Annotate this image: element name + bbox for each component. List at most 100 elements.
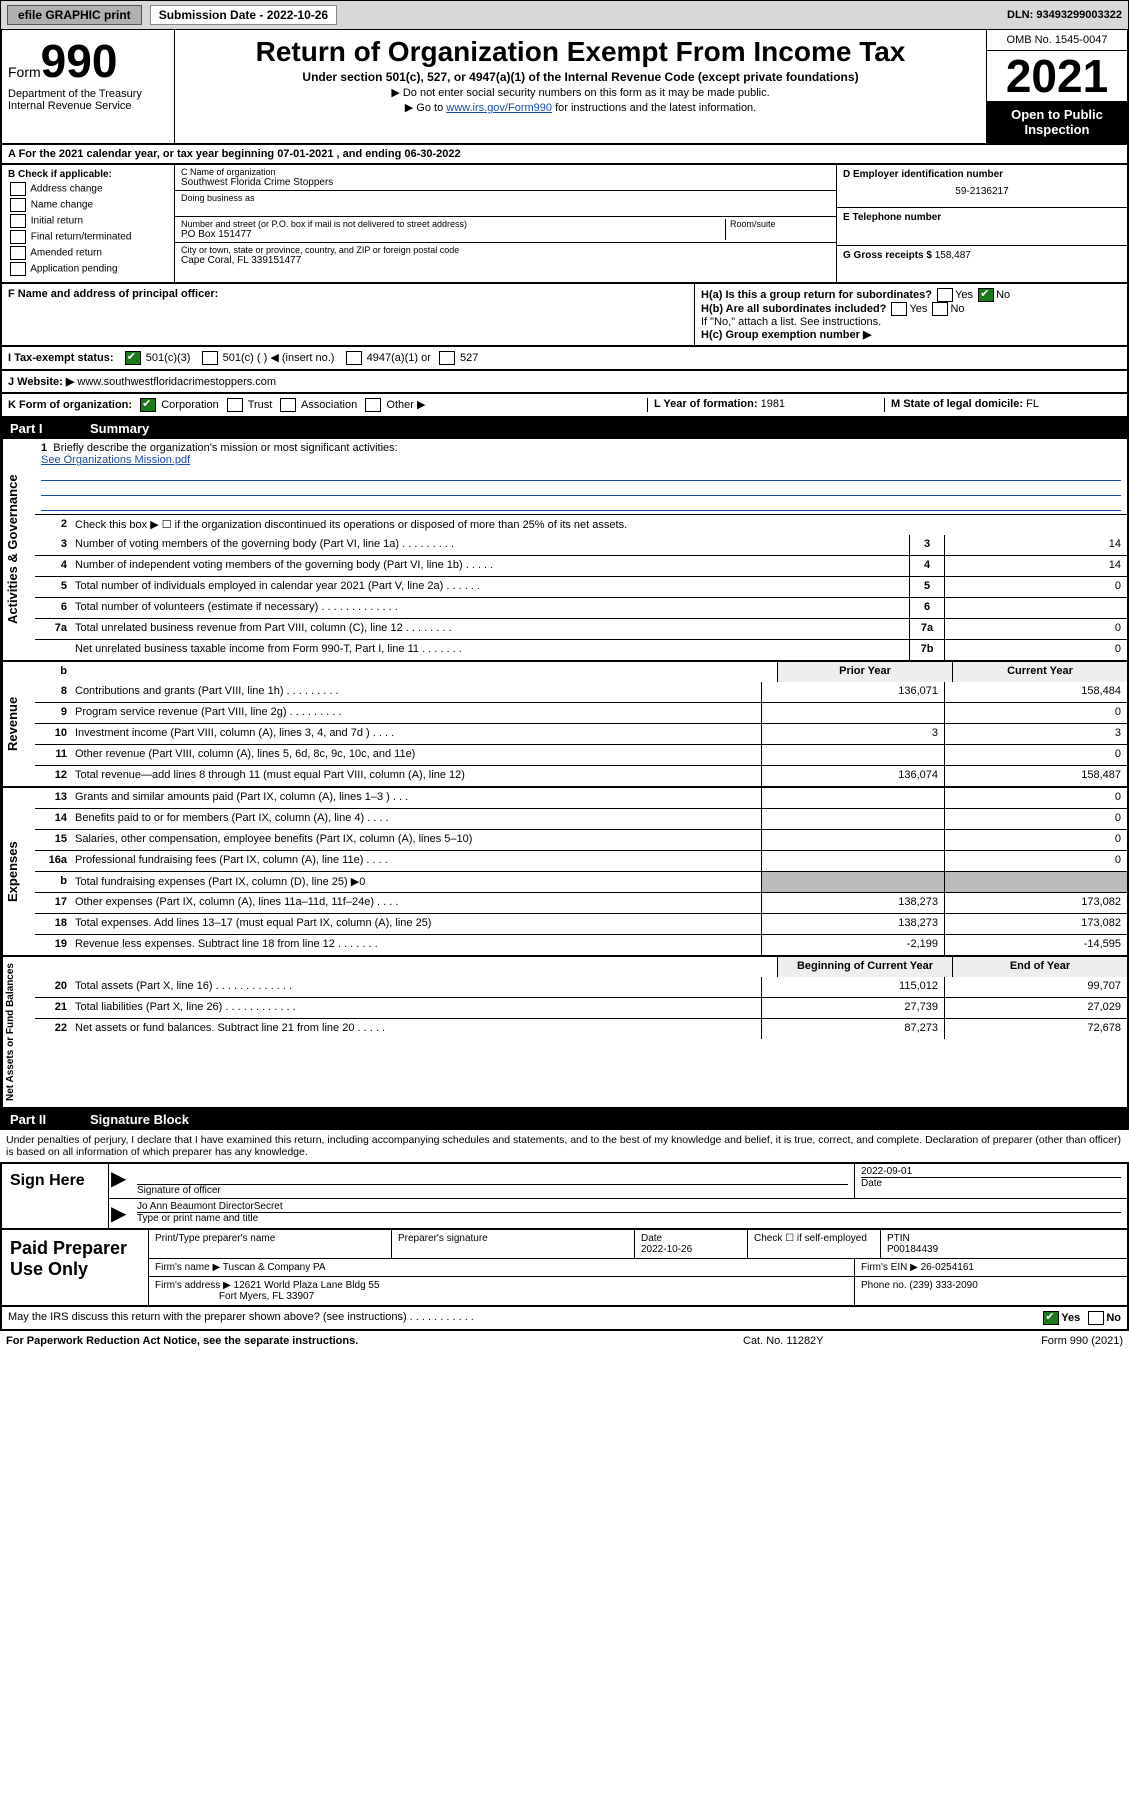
open-to-public: Open to Public Inspection — [987, 101, 1127, 143]
irs-link[interactable]: www.irs.gov/Form990 — [446, 102, 552, 114]
row-k-form-org: K Form of organization: Corporation Trus… — [0, 394, 1129, 418]
chk-501c3[interactable] — [125, 351, 141, 365]
ha-yes[interactable] — [937, 288, 953, 302]
chk-corporation[interactable] — [140, 398, 156, 412]
vtab-governance: Activities & Governance — [2, 439, 35, 660]
org-info-block: B Check if applicable: Address change Na… — [0, 165, 1129, 284]
prep-self-employed: Check ☐ if self-employed — [748, 1230, 881, 1258]
page-footer: For Paperwork Reduction Act Notice, see … — [0, 1331, 1129, 1351]
dba-label: Doing business as — [181, 193, 830, 203]
mission-pdf-link[interactable]: See Organizations Mission.pdf — [41, 454, 190, 466]
state-domicile: FL — [1026, 398, 1039, 410]
summary-governance: Activities & Governance 1 Briefly descri… — [0, 439, 1129, 662]
table-row: 9Program service revenue (Part VIII, lin… — [35, 702, 1127, 723]
j-label: J Website: ▶ — [8, 376, 74, 388]
chk-501c[interactable] — [202, 351, 218, 365]
org-city: Cape Coral, FL 339151477 — [181, 255, 830, 266]
hb-note: If "No," attach a list. See instructions… — [701, 316, 1121, 328]
tel-label: E Telephone number — [843, 212, 941, 223]
table-row: 4Number of independent voting members of… — [35, 555, 1127, 576]
discuss-row: May the IRS discuss this return with the… — [0, 1307, 1129, 1331]
ein-value: 59-2136217 — [843, 180, 1121, 203]
form-word: Form — [8, 64, 41, 80]
discuss-no[interactable] — [1088, 1311, 1104, 1325]
summary-revenue: Revenue b Prior Year Current Year 8Contr… — [0, 662, 1129, 788]
table-row: 18Total expenses. Add lines 13–17 (must … — [35, 913, 1127, 934]
firm-addr-label: Firm's address ▶ — [155, 1280, 231, 1291]
discuss-yes[interactable] — [1043, 1311, 1059, 1325]
sig-date-value: 2022-09-01 — [861, 1166, 1121, 1177]
ptin-value: P00184439 — [887, 1244, 938, 1255]
org-name: Southwest Florida Crime Stoppers — [181, 177, 830, 188]
dept-treasury: Department of the Treasury — [8, 88, 168, 100]
chk-final-return[interactable]: Final return/terminated — [8, 230, 168, 244]
col-current-year: Current Year — [952, 662, 1127, 682]
table-row: 17Other expenses (Part IX, column (A), l… — [35, 892, 1127, 913]
chk-initial-return[interactable]: Initial return — [8, 214, 168, 228]
table-row: 8Contributions and grants (Part VIII, li… — [35, 682, 1127, 702]
row-f-h: F Name and address of principal officer:… — [0, 284, 1129, 347]
officer-name-label: Type or print name and title — [137, 1212, 1121, 1224]
chk-address-change[interactable]: Address change — [8, 182, 168, 196]
discuss-text: May the IRS discuss this return with the… — [8, 1311, 1041, 1325]
cat-no: Cat. No. 11282Y — [743, 1335, 943, 1347]
row-i-tax-status: I Tax-exempt status: 501(c)(3) 501(c) ( … — [0, 347, 1129, 371]
table-row: 21Total liabilities (Part X, line 26) . … — [35, 997, 1127, 1018]
table-row: 14Benefits paid to or for members (Part … — [35, 808, 1127, 829]
hb-yes[interactable] — [891, 302, 907, 316]
table-row: 5Total number of individuals employed in… — [35, 576, 1127, 597]
firm-name-label: Firm's name ▶ — [155, 1262, 220, 1273]
table-row: 20Total assets (Part X, line 16) . . . .… — [35, 977, 1127, 997]
chk-4947[interactable] — [346, 351, 362, 365]
table-row: 10Investment income (Part VIII, column (… — [35, 723, 1127, 744]
table-row: 15Salaries, other compensation, employee… — [35, 829, 1127, 850]
sign-here-block: Sign Here ▶ Signature of officer 2022-09… — [0, 1162, 1129, 1230]
chk-application-pending[interactable]: Application pending — [8, 262, 168, 276]
form-subtitle: Under section 501(c), 527, or 4947(a)(1)… — [181, 70, 980, 84]
ein-label: D Employer identification number — [843, 169, 1003, 180]
vtab-expenses: Expenses — [2, 788, 35, 955]
hb-no[interactable] — [932, 302, 948, 316]
chk-amended-return[interactable]: Amended return — [8, 246, 168, 260]
dln: DLN: 93493299003322 — [1007, 9, 1122, 21]
hb-label: H(b) Are all subordinates included? — [701, 303, 886, 315]
efile-badge: efile GRAPHIC print — [7, 5, 142, 25]
sig-intro: Under penalties of perjury, I declare th… — [0, 1130, 1129, 1162]
ha-no[interactable] — [978, 288, 994, 302]
hc-label: H(c) Group exemption number ▶ — [701, 329, 871, 341]
f-label: F Name and address of principal officer: — [8, 288, 218, 300]
table-row: Net unrelated business taxable income fr… — [35, 639, 1127, 660]
form-title: Return of Organization Exempt From Incom… — [181, 36, 980, 68]
chk-trust[interactable] — [227, 398, 243, 412]
tax-year: 2021 — [987, 51, 1127, 101]
row-a-tax-year: A For the 2021 calendar year, or tax yea… — [0, 145, 1129, 165]
prep-date-label: Date — [641, 1233, 662, 1244]
paid-preparer-block: Paid Preparer Use Only Print/Type prepar… — [0, 1230, 1129, 1307]
chk-527[interactable] — [439, 351, 455, 365]
l-label: L Year of formation: — [654, 398, 758, 410]
form-header: Form990 Department of the Treasury Inter… — [0, 30, 1129, 145]
phone-label: Phone no. — [861, 1280, 907, 1291]
m-label: M State of legal domicile: — [891, 398, 1023, 410]
vtab-net-assets: Net Assets or Fund Balances — [2, 957, 35, 1107]
chk-association[interactable] — [280, 398, 296, 412]
chk-other[interactable] — [365, 398, 381, 412]
sig-officer-label: Signature of officer — [137, 1184, 848, 1196]
chk-name-change[interactable]: Name change — [8, 198, 168, 212]
form-number: 990 — [41, 35, 118, 87]
table-row: 19Revenue less expenses. Subtract line 1… — [35, 934, 1127, 955]
phone-value: (239) 333-2090 — [909, 1280, 977, 1291]
city-label: City or town, state or province, country… — [181, 245, 830, 255]
col-de: D Employer identification number 59-2136… — [836, 165, 1127, 282]
firm-ein-label: Firm's EIN ▶ — [861, 1262, 918, 1273]
part1-header: Part ISummary — [0, 418, 1129, 439]
form-footer: Form 990 (2021) — [943, 1335, 1123, 1347]
col-beginning-year: Beginning of Current Year — [777, 957, 952, 977]
table-row: 16aProfessional fundraising fees (Part I… — [35, 850, 1127, 871]
col-b-checkboxes: B Check if applicable: Address change Na… — [2, 165, 175, 282]
q2-text: Check this box ▶ ☐ if the organization d… — [71, 515, 1127, 535]
table-row: 22Net assets or fund balances. Subtract … — [35, 1018, 1127, 1039]
note-ssn: ▶ Do not enter social security numbers o… — [181, 86, 980, 99]
paid-preparer-label: Paid Preparer Use Only — [2, 1230, 149, 1305]
omb-number: OMB No. 1545-0047 — [987, 30, 1127, 51]
